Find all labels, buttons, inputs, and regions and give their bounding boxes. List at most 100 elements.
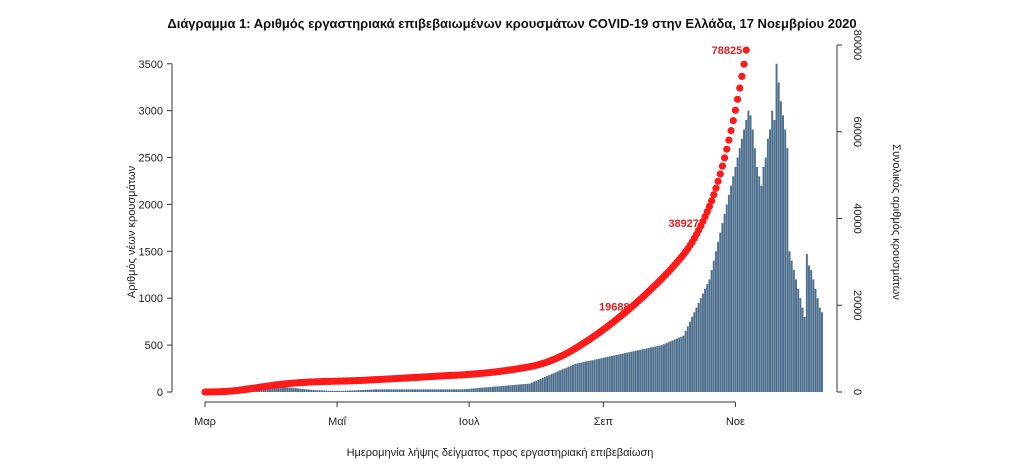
bar xyxy=(401,389,403,392)
bar xyxy=(708,279,711,392)
bar xyxy=(712,260,715,392)
x-tick-label: Σεπ xyxy=(594,416,614,428)
bar xyxy=(773,120,776,392)
cumulative-point xyxy=(733,95,742,103)
bar xyxy=(714,251,717,392)
bar xyxy=(790,260,793,392)
bar xyxy=(602,357,605,392)
bar xyxy=(816,298,819,392)
bar xyxy=(305,389,308,392)
y-right-tick-label: 20000 xyxy=(851,290,863,321)
bar xyxy=(667,342,670,392)
bar xyxy=(738,148,741,392)
bar xyxy=(595,359,598,392)
bar xyxy=(405,389,408,392)
bar xyxy=(465,389,468,392)
bar xyxy=(608,356,611,392)
cumulative-point xyxy=(731,106,740,114)
bar xyxy=(734,166,737,392)
bar xyxy=(431,389,434,392)
bar xyxy=(377,389,380,392)
cumulative-point xyxy=(729,116,737,125)
bar xyxy=(784,129,787,392)
bar xyxy=(760,185,763,392)
bar xyxy=(574,363,577,392)
bar xyxy=(600,358,603,392)
bar xyxy=(275,386,278,392)
bar xyxy=(814,288,817,392)
x-tick-label: Νοε xyxy=(726,416,745,428)
bar xyxy=(706,284,709,392)
bar xyxy=(427,389,429,392)
bar xyxy=(795,279,797,392)
bar xyxy=(310,389,313,392)
bar xyxy=(682,335,685,392)
bar xyxy=(782,115,785,392)
cumulative-point xyxy=(723,145,731,153)
bar xyxy=(546,376,549,392)
bar xyxy=(383,389,386,392)
bar xyxy=(370,389,373,392)
bar xyxy=(481,387,484,392)
bar xyxy=(292,388,295,392)
bar xyxy=(736,157,739,392)
bar xyxy=(420,389,423,392)
bar xyxy=(550,374,553,392)
bar xyxy=(333,390,336,392)
bar xyxy=(474,388,477,392)
bar xyxy=(771,110,774,393)
cumulative-point xyxy=(740,60,748,68)
bar xyxy=(580,362,583,392)
bar xyxy=(455,389,458,392)
x-tick-label: Μαρ xyxy=(194,416,216,428)
bar xyxy=(656,346,659,392)
bar xyxy=(385,389,388,392)
cumulative-point xyxy=(720,154,729,162)
bar xyxy=(394,389,397,392)
bar xyxy=(336,390,339,392)
bar xyxy=(533,381,536,392)
bar xyxy=(539,378,542,392)
bar xyxy=(526,383,529,392)
cumulative-point xyxy=(714,177,722,185)
bar xyxy=(751,129,754,392)
y-left-axis-label: Αριθμός νέων κρουσμάτων xyxy=(126,165,138,298)
bar xyxy=(615,354,618,392)
bar xyxy=(743,129,746,392)
x-axis: Μαρ Μαΐ Ιουλ Σεπ Νοε xyxy=(194,401,745,428)
bar xyxy=(675,338,678,392)
bar xyxy=(775,63,778,392)
bar xyxy=(500,386,503,392)
bar xyxy=(290,387,293,392)
y-left-tick-label: 1000 xyxy=(139,293,163,305)
bar xyxy=(530,382,533,392)
bar xyxy=(611,355,613,392)
bar xyxy=(437,389,440,392)
bar xyxy=(338,390,341,392)
bar xyxy=(740,138,743,392)
bar xyxy=(331,390,334,392)
bar xyxy=(695,307,698,392)
bar xyxy=(379,389,382,392)
bar xyxy=(688,321,691,392)
bar xyxy=(565,367,568,392)
bar xyxy=(745,120,748,392)
bar xyxy=(576,363,579,392)
bar xyxy=(342,390,345,392)
y-left-tick-label: 1500 xyxy=(139,246,163,258)
bar xyxy=(630,351,633,392)
bar xyxy=(632,351,635,392)
cumulative-point xyxy=(742,46,750,54)
bar xyxy=(502,385,505,392)
bar xyxy=(323,390,326,392)
bar xyxy=(710,270,713,392)
bar xyxy=(721,223,724,392)
bar xyxy=(812,279,815,392)
bar xyxy=(671,340,674,392)
bar xyxy=(766,138,769,392)
x-axis-label: Ημερομηνία λήψης δείγματος προς εργαστηρ… xyxy=(347,447,654,459)
cumulative-point xyxy=(707,197,716,205)
cumulative-point xyxy=(716,170,724,178)
bar xyxy=(364,389,367,392)
bar xyxy=(353,390,356,392)
